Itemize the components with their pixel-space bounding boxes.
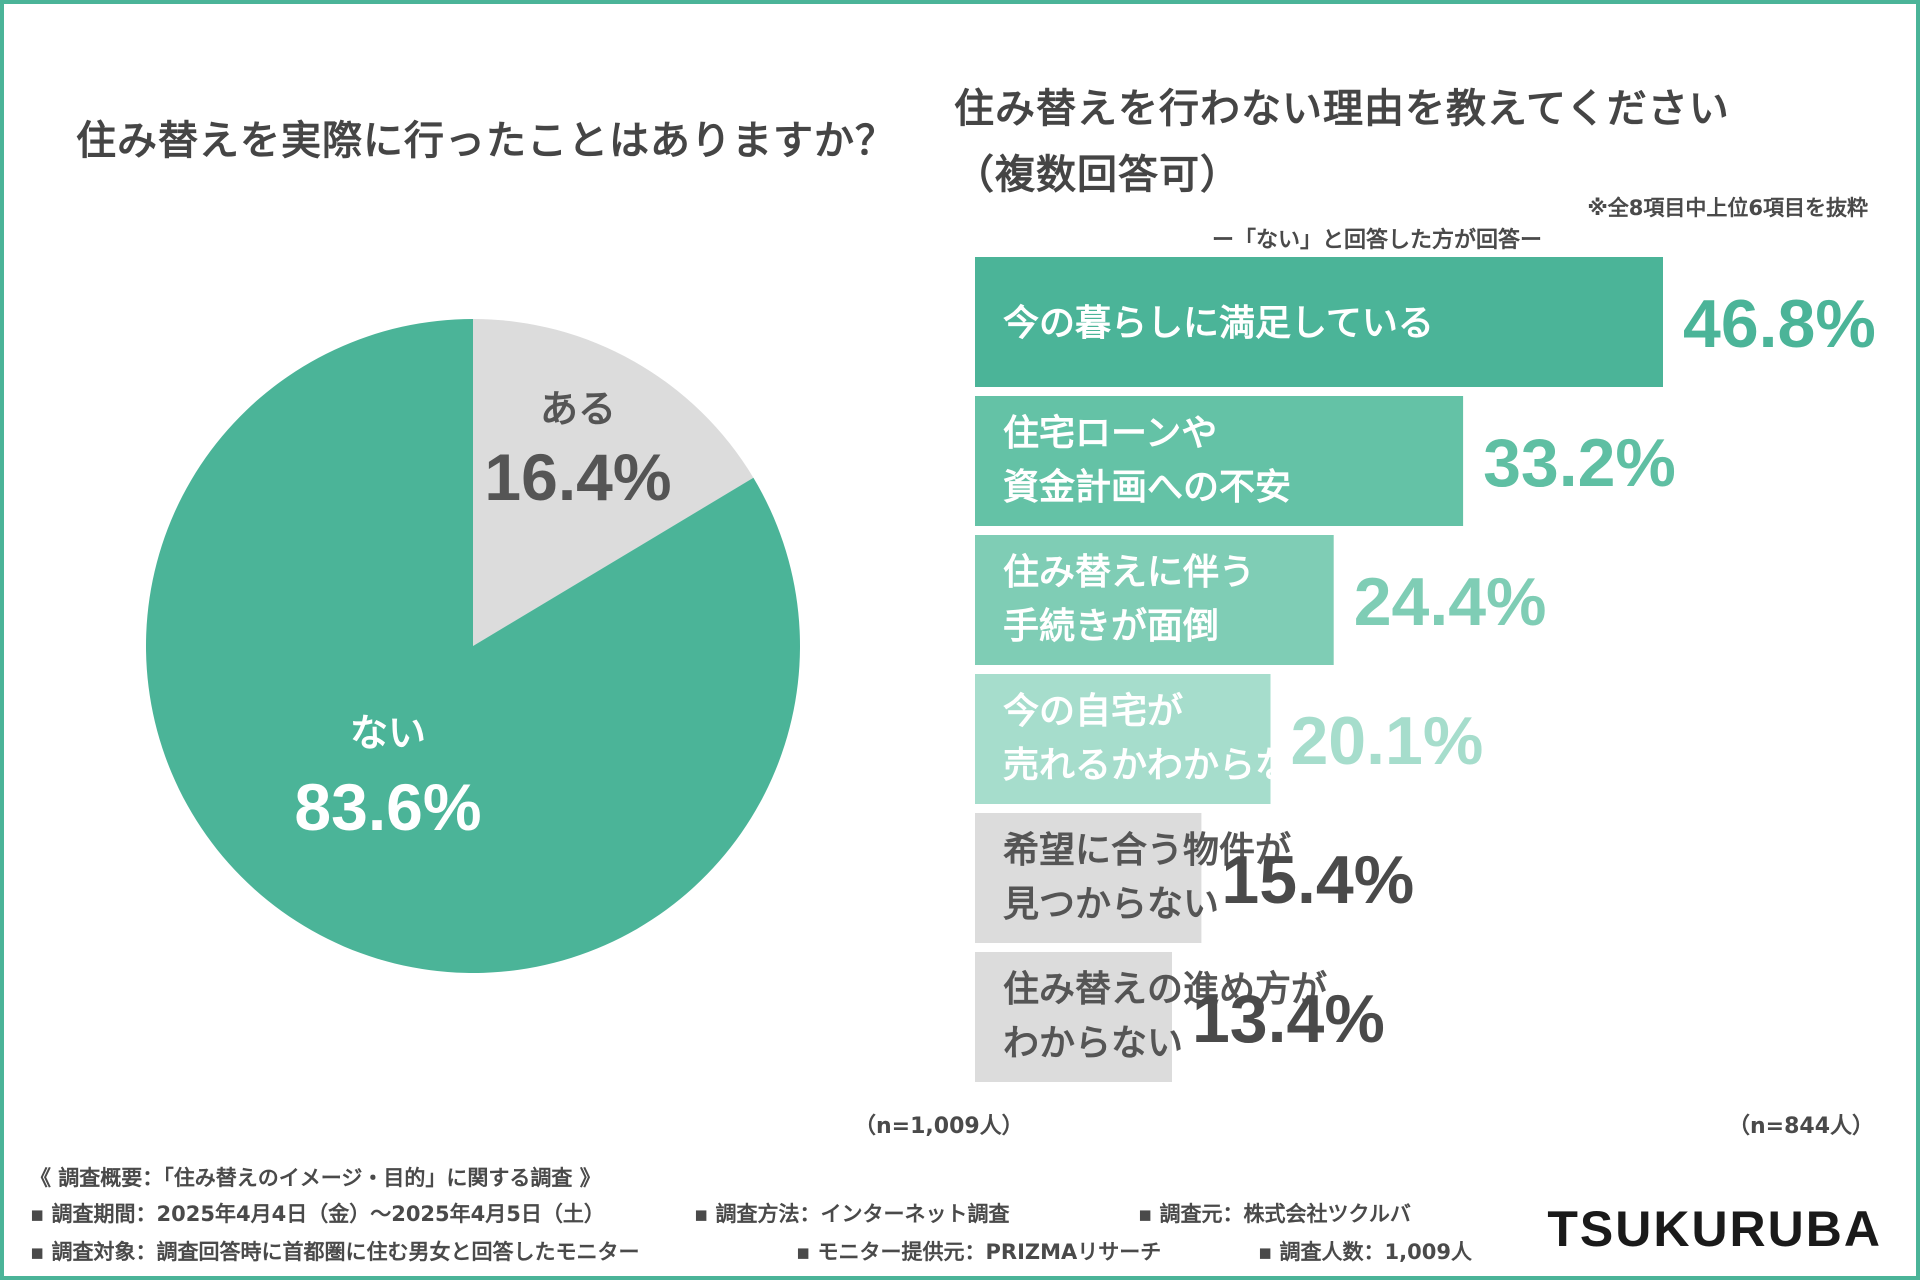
bar-label: 売れるかわからない — [1003, 745, 1327, 786]
pie-slice-label: ある — [540, 387, 616, 431]
survey-method: ▪ 調査方法：インターネット調査 — [694, 1202, 1010, 1226]
pie-sample-size: （n=1,009人） — [854, 1114, 1024, 1139]
bar-value: 33.2% — [1483, 425, 1676, 501]
bar-label: 希望に合う物件が — [1003, 830, 1291, 871]
bar-title-line1: 住み替えを行わない理由を教えてください — [954, 86, 1730, 132]
pie-slice-label: ない — [350, 711, 426, 755]
bar-subtitle: ー「ない」と回答した方が回答ー — [1212, 228, 1543, 253]
bar-sample-size: （n=844人） — [1728, 1114, 1875, 1139]
bar-value: 24.4% — [1354, 564, 1547, 640]
bar-title-line2: （複数回答可） — [954, 152, 1241, 198]
brand-logo: TSUKURUBA — [1547, 1201, 1882, 1257]
survey-provider: ▪ モニター提供元：PRIZMAリサーチ — [796, 1240, 1162, 1264]
bar-label: 見つからない — [1003, 884, 1219, 925]
survey-overview-title: 《 調査概要：「住み替えのイメージ・目的」に関する調査 》 — [30, 1166, 601, 1190]
survey-count: ▪ 調査人数：1,009人 — [1258, 1240, 1472, 1264]
bar-value: 46.8% — [1683, 286, 1876, 362]
bar-label: 住み替えに伴う — [1003, 552, 1255, 593]
bar — [975, 257, 1663, 387]
bar — [975, 674, 1271, 804]
survey-target: ▪ 調査対象：調査回答時に首都圏に住む男女と回答したモニター — [30, 1240, 640, 1264]
survey-source: ▪ 調査元：株式会社ツクルバ — [1138, 1202, 1411, 1226]
bar-label: わからない — [1003, 1023, 1183, 1064]
bar-note: ※全8項目中上位6項目を抜粋 — [1587, 196, 1868, 220]
pie-slice — [145, 319, 800, 973]
pie-slice-value: 16.4% — [484, 440, 671, 514]
pie-slice-value: 83.6% — [294, 770, 481, 844]
bar-value: 15.4% — [1221, 842, 1414, 918]
pie-slice — [473, 319, 754, 646]
bar-label: 今の自宅が — [1003, 690, 1183, 732]
pie-title: 住み替えを実際に行ったことはありますか？ — [76, 118, 896, 164]
bar-label: 手続きが面倒 — [1003, 606, 1219, 647]
bar-label: 住み替えの進め方が — [1003, 969, 1327, 1010]
bar — [975, 396, 1464, 526]
bar-label: 住宅ローンや — [1003, 412, 1217, 454]
bar-label: 今の暮らしに満足している — [1003, 303, 1434, 344]
bar — [975, 535, 1334, 665]
bar — [975, 813, 1202, 943]
survey-period: ▪ 調査期間：2025年4月4日（金）〜2025年4月5日（土） — [30, 1202, 605, 1226]
bar — [975, 952, 1172, 1082]
bar-label: 資金計画への不安 — [1003, 466, 1291, 508]
bar-value: 13.4% — [1192, 981, 1385, 1057]
bar-value: 20.1% — [1290, 703, 1483, 779]
